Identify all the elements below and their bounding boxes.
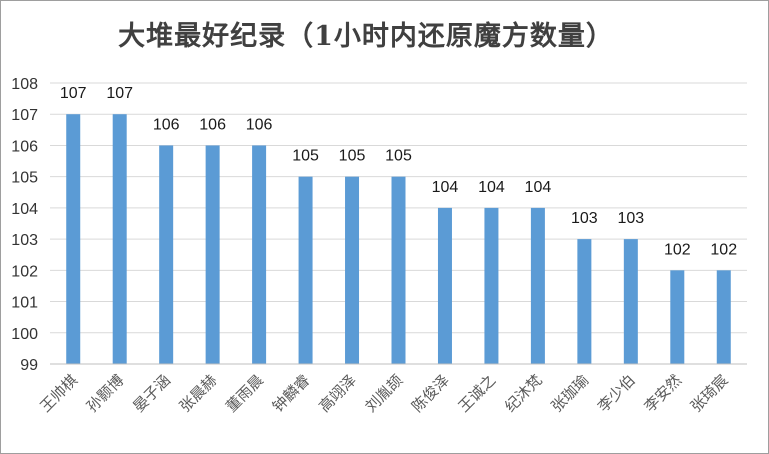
chart-title: 大堆最好纪录（1小时内还原魔方数量） bbox=[118, 21, 614, 52]
data-labels: 107 107 106 106 106 105 105 105 104 104 104 103 103 1… bbox=[60, 85, 737, 258]
category-label: 张晨赫 bbox=[176, 371, 221, 416]
data-label: 104 bbox=[478, 179, 505, 196]
data-label: 102 bbox=[710, 241, 737, 258]
category-label: 高翊泽 bbox=[315, 371, 360, 416]
data-label: 104 bbox=[525, 179, 552, 196]
bar bbox=[298, 176, 313, 364]
category-label: 张珈瑜 bbox=[548, 371, 593, 416]
category-label: 董雨晨 bbox=[222, 371, 267, 416]
data-label: 103 bbox=[617, 210, 644, 227]
data-label: 104 bbox=[432, 179, 459, 196]
bars bbox=[66, 114, 731, 364]
data-label: 106 bbox=[199, 116, 226, 133]
bar bbox=[345, 176, 360, 364]
data-label: 105 bbox=[385, 148, 412, 165]
category-label: 孙颢博 bbox=[83, 371, 128, 416]
category-label: 晏子涵 bbox=[129, 371, 174, 416]
bar bbox=[484, 207, 499, 364]
data-label: 103 bbox=[571, 210, 598, 227]
data-label: 105 bbox=[339, 148, 366, 165]
y-tick-label: 107 bbox=[11, 107, 38, 124]
category-label: 张琦宸 bbox=[687, 371, 732, 416]
y-tick-label: 105 bbox=[11, 170, 38, 187]
bar bbox=[159, 145, 174, 364]
y-tick-label: 108 bbox=[11, 76, 38, 93]
data-label: 105 bbox=[292, 148, 319, 165]
category-label: 王帅棋 bbox=[37, 371, 82, 416]
bar bbox=[670, 270, 685, 364]
y-tick-label: 100 bbox=[11, 326, 38, 343]
category-label: 钟麟睿 bbox=[269, 371, 314, 416]
data-label: 102 bbox=[664, 241, 691, 258]
bar bbox=[577, 239, 592, 364]
category-label: 陈俊泽 bbox=[408, 371, 453, 416]
data-label: 107 bbox=[106, 85, 133, 102]
category-label: 刘胤颉 bbox=[362, 371, 407, 416]
category-label: 纪沐梵 bbox=[501, 371, 546, 416]
x-axis: 王帅棋 孙颢博 晏子涵 张晨赫 董雨晨 钟麟睿 高翊泽 刘胤颉 陈俊泽 王诚之 纪沐梵 张珈瑜 李少伯李… bbox=[37, 363, 747, 416]
bar bbox=[437, 207, 452, 364]
bar bbox=[530, 207, 545, 364]
bar bbox=[716, 270, 731, 364]
y-tick-label: 99 bbox=[20, 357, 38, 374]
bar bbox=[112, 114, 127, 364]
data-label: 107 bbox=[60, 85, 87, 102]
y-tick-label: 103 bbox=[11, 232, 38, 249]
category-label: 李安然 bbox=[641, 371, 686, 416]
y-tick-label: 102 bbox=[11, 263, 38, 280]
category-label: 李少伯 bbox=[594, 371, 639, 416]
y-axis-ticks: 99 100 101 102 103 104 105 106 107 108 bbox=[11, 76, 38, 374]
bar bbox=[252, 145, 267, 364]
bar bbox=[66, 114, 81, 364]
bar bbox=[623, 239, 638, 364]
y-tick-label: 106 bbox=[11, 138, 38, 155]
bar bbox=[391, 176, 406, 364]
y-tick-label: 101 bbox=[11, 295, 38, 312]
data-label: 106 bbox=[153, 116, 180, 133]
data-label: 106 bbox=[246, 116, 273, 133]
category-label: 王诚之 bbox=[455, 371, 500, 416]
bar bbox=[205, 145, 220, 364]
y-tick-label: 104 bbox=[11, 201, 38, 218]
